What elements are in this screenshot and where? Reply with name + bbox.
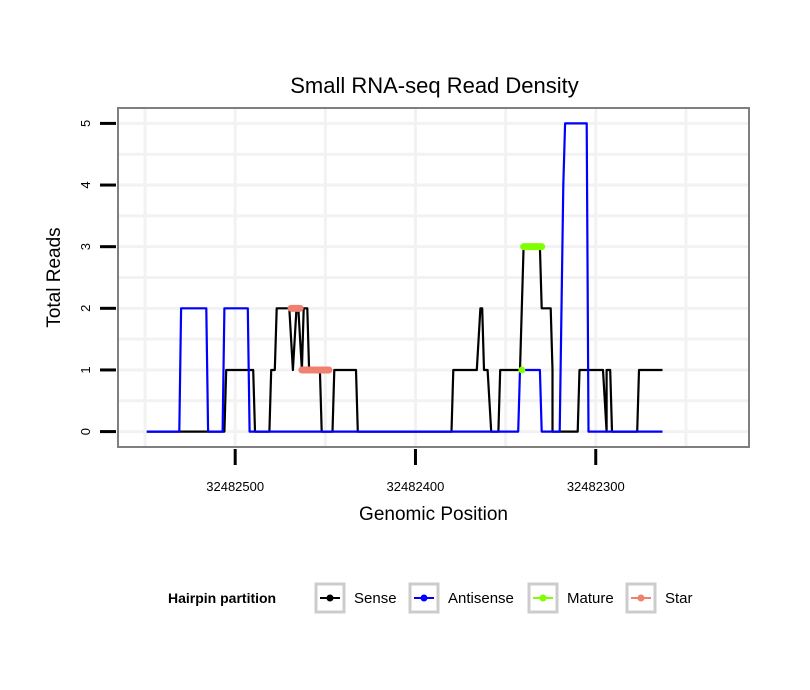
marker-mature: [518, 366, 526, 374]
legend-label: Star: [665, 590, 693, 607]
axes-layer: 0 1 2 3 4 5 32482500 32482400 32482300: [78, 120, 625, 494]
y-axis-label: Total Reads: [44, 227, 65, 327]
y-tick-label: 1: [78, 366, 93, 373]
y-tick-label: 2: [78, 305, 93, 312]
legend-key-dot: [637, 594, 645, 602]
legend-label: Antisense: [448, 590, 514, 607]
series-line-sense: [146, 245, 663, 433]
legend-key-dot: [420, 594, 428, 602]
y-tick-label: 5: [78, 120, 93, 127]
x-tick-label: 32482300: [567, 479, 625, 494]
legend-entry-antisense: Antisense: [408, 582, 514, 614]
y-tick-label: 0: [78, 428, 93, 435]
legend: Hairpin partition Sense Antisense Mature St…: [168, 582, 693, 614]
legend-entry-sense: Sense: [314, 582, 397, 614]
plot-frame: [117, 107, 750, 448]
legend-key-dot: [326, 594, 334, 602]
y-tick-label: 4: [78, 181, 93, 188]
grid-layer: [118, 108, 749, 447]
series-layer: [146, 122, 663, 433]
legend-title: Hairpin partition: [168, 590, 276, 606]
chart-title: Small RNA-seq Read Density: [290, 73, 579, 98]
x-tick-label: 32482400: [387, 479, 445, 494]
legend-entry-star: Star: [625, 582, 693, 614]
x-tick-label: 32482500: [206, 479, 264, 494]
x-axis-label: Genomic Position: [359, 504, 508, 525]
series-line-antisense: [146, 122, 663, 433]
y-tick-label: 3: [78, 243, 93, 250]
legend-label: Mature: [567, 590, 614, 607]
legend-key-dot: [539, 594, 547, 602]
legend-label: Sense: [354, 590, 397, 607]
legend-entry-mature: Mature: [527, 582, 614, 614]
